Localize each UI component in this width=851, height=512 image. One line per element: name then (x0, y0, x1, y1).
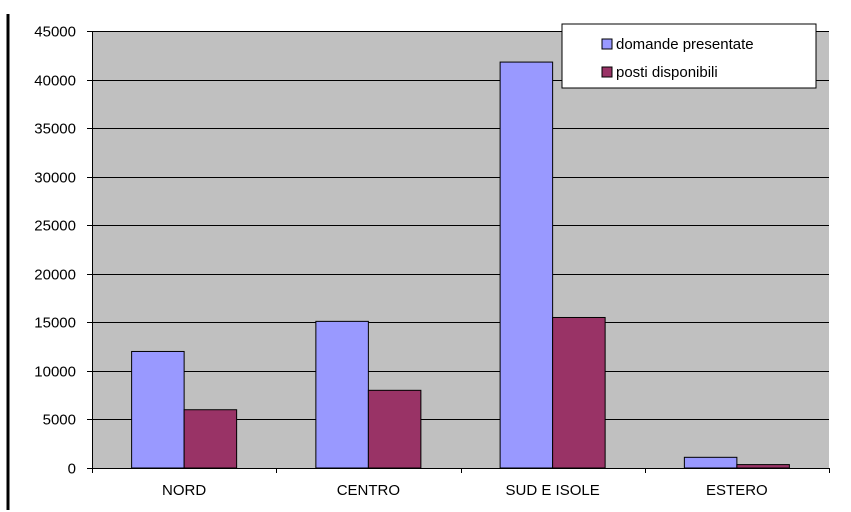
bar-posti-disponibili (552, 316, 606, 469)
bar-domande-presentate (499, 61, 554, 469)
y-tick-label: 15000 (34, 315, 76, 332)
y-tick-label: 25000 (34, 218, 76, 235)
bar-domande-presentate (315, 320, 369, 469)
y-tick-label: 45000 (34, 24, 76, 41)
y-tick-labels: 0 5000 10000 15000 20000 25000 30000 35000 40000… (34, 24, 76, 478)
x-tick-label: ESTERO (706, 482, 768, 499)
y-tick-label: 35000 (34, 121, 76, 138)
legend-label-domande-presentate: domande presentate (616, 36, 754, 53)
y-tick-label: 10000 (34, 364, 76, 381)
bar-posti-disponibili (736, 464, 790, 469)
x-tick-labels: NORD CENTRO SUD E ISOLE ESTERO (162, 482, 768, 499)
y-tick-label: 5000 (43, 412, 76, 429)
y-tick-label: 0 (68, 461, 76, 478)
bar-posti-disponibili (183, 409, 238, 469)
x-tick-label: SUD E ISOLE (506, 482, 600, 499)
bar-domande-presentate (683, 456, 738, 469)
y-tick-label: 30000 (34, 170, 76, 187)
bar-domande-presentate (131, 350, 185, 469)
legend: domande presentate posti disponibili (561, 23, 817, 89)
y-tick-label: 40000 (34, 73, 76, 90)
x-tick-label: CENTRO (337, 482, 400, 499)
x-tick-label: NORD (162, 482, 206, 499)
legend-label-posti-disponibili: posti disponibili (616, 64, 718, 81)
legend-swatch-posti-disponibili (601, 66, 613, 78)
legend-swatch-domande-presentate (601, 38, 613, 50)
y-tick-label: 20000 (34, 267, 76, 284)
bars (131, 61, 790, 469)
bar-posti-disponibili (367, 389, 422, 469)
plot-area (92, 31, 829, 468)
